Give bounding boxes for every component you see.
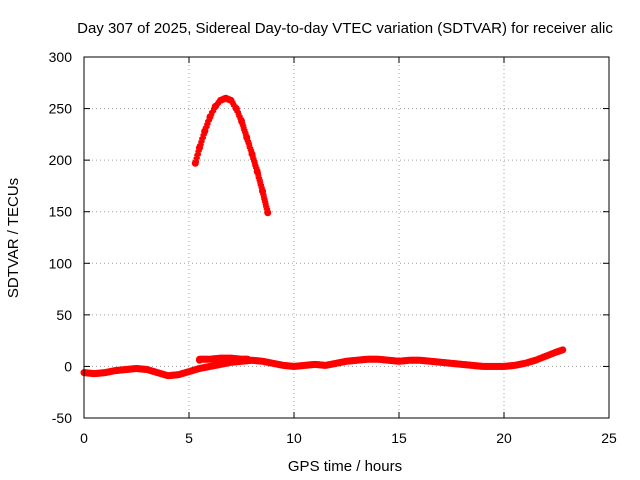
- series-1: [80, 346, 567, 380]
- data-point: [559, 346, 567, 354]
- y-tick-label: -50: [52, 410, 72, 426]
- y-tick-label: 150: [49, 204, 73, 220]
- grid-lines: [84, 57, 609, 418]
- series-3: [191, 94, 272, 217]
- data-point: [264, 209, 272, 217]
- y-tick-label: 300: [49, 49, 73, 65]
- data-points: [80, 94, 567, 380]
- x-tick-label: 5: [185, 430, 193, 446]
- y-tick-label: 50: [56, 307, 72, 323]
- y-tick-label: 250: [49, 101, 73, 117]
- data-point: [244, 355, 252, 363]
- plot-frame: [83, 56, 610, 419]
- x-tick-label: 25: [601, 430, 617, 446]
- chart-title: Day 307 of 2025, Sidereal Day-to-day VTE…: [77, 20, 613, 37]
- axis-ticks: 0 5 10 15 20 25 -50 0 50 100 150 200 250 300: [49, 49, 617, 446]
- x-tick-label: 15: [391, 430, 407, 446]
- y-tick-label: 0: [64, 358, 72, 374]
- x-tick-label: 20: [496, 430, 512, 446]
- y-tick-label: 100: [49, 255, 73, 271]
- x-tick-label: 0: [80, 430, 88, 446]
- y-axis-label: SDTVAR / TECUs: [5, 178, 22, 298]
- series-2: [196, 354, 252, 364]
- y-tick-label: 200: [49, 152, 73, 168]
- x-axis-label: GPS time / hours: [288, 458, 402, 475]
- x-tick-label: 10: [286, 430, 302, 446]
